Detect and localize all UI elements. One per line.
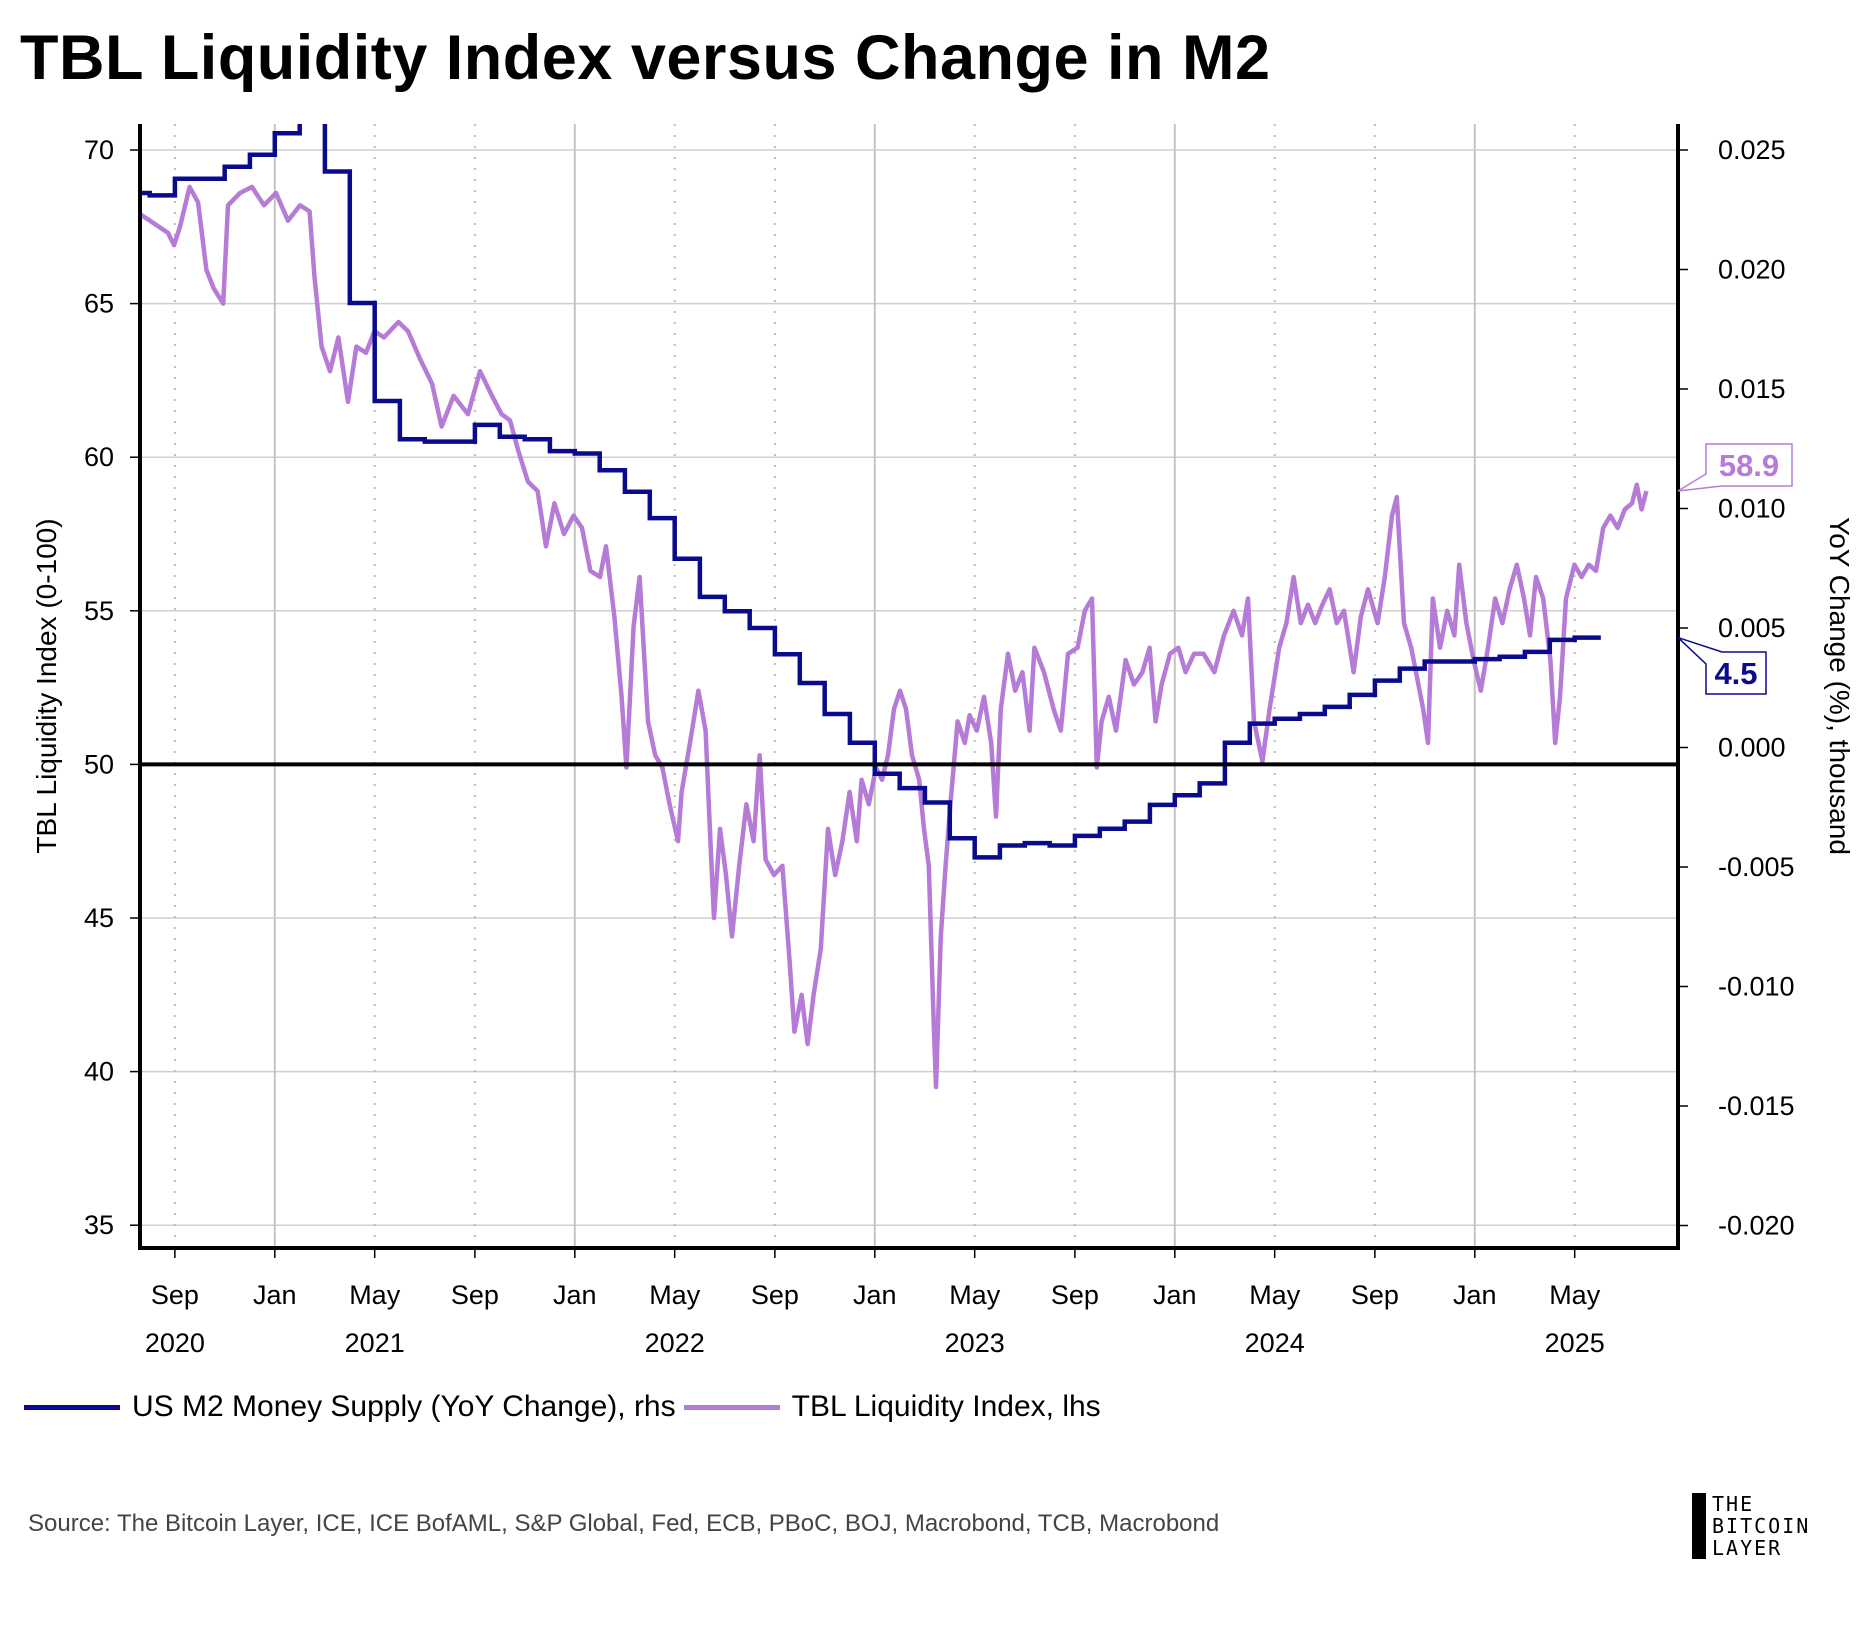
- bitcoin-layer-logo: THE BITCOIN LAYER: [1692, 1493, 1810, 1559]
- tbl-last-value-text: 58.9: [1719, 448, 1779, 483]
- x-tick-label: May: [349, 1280, 401, 1310]
- left-tick-label: 50: [84, 749, 114, 779]
- source-note: Source: The Bitcoin Layer, ICE, ICE BofA…: [28, 1510, 1220, 1537]
- legend-swatch-tbl: [683, 1404, 780, 1410]
- right-tick-label: 0.020: [1718, 255, 1786, 285]
- left-tick-label: 35: [84, 1210, 114, 1240]
- left-tick-label: 65: [84, 289, 114, 319]
- legend: US M2 Money Supply (YoY Change), rhs TBL…: [24, 1390, 1109, 1424]
- logo-line: LAYER: [1712, 1536, 1783, 1560]
- left-tick-label: 55: [84, 596, 114, 626]
- left-axis-title: TBL Liquidity Index (0-100): [31, 518, 62, 853]
- x-year-label: 2023: [945, 1328, 1005, 1358]
- x-tick-label: Jan: [1153, 1280, 1197, 1310]
- x-tick-label: Sep: [751, 1280, 799, 1310]
- x-year-label: 2022: [645, 1328, 705, 1358]
- right-tick-label: -0.020: [1718, 1211, 1795, 1241]
- left-tick-label: 60: [84, 442, 114, 472]
- x-tick-label: Sep: [1351, 1280, 1399, 1310]
- legend-label-tbl: TBL Liquidity Index, lhs: [791, 1390, 1101, 1423]
- x-tick-label: May: [649, 1280, 701, 1310]
- x-year-label: 2024: [1245, 1328, 1305, 1358]
- logo-bar: [1692, 1493, 1706, 1559]
- right-tick-label: -0.005: [1718, 852, 1795, 882]
- logo-line: THE: [1712, 1492, 1755, 1516]
- right-tick-label: 0.025: [1718, 135, 1786, 165]
- x-tick-label: Sep: [451, 1280, 499, 1310]
- tbl-liquidity-index-line: [140, 184, 1649, 1090]
- x-year-label: 2025: [1545, 1328, 1605, 1358]
- tbl-last-value-box: [1677, 443, 1793, 492]
- m2-yoy-step-line: [140, 124, 1601, 860]
- x-year-label: 2020: [145, 1328, 205, 1358]
- legend-label-m2: US M2 Money Supply (YoY Change), rhs: [132, 1390, 676, 1423]
- right-tick-label: -0.010: [1718, 972, 1795, 1002]
- x-tick-label: Jan: [1453, 1280, 1497, 1310]
- x-tick-label: Jan: [253, 1280, 297, 1310]
- tick-labels: 35 40 45 50 55 60 65 70 -0.020 -0.015 -0.010 -0.005…: [84, 135, 1795, 1358]
- m2-last-value-text: 4.5: [1714, 656, 1757, 691]
- legend-item-m2[interactable]: US M2 Money Supply (YoY Change), rhs: [24, 1390, 676, 1424]
- x-tick-label: May: [1249, 1280, 1301, 1310]
- x-tick-label: Sep: [1051, 1280, 1099, 1310]
- left-tick-label: 45: [84, 903, 114, 933]
- gridlines: [140, 124, 1678, 1248]
- x-tick-label: May: [949, 1280, 1001, 1310]
- last-value-callouts: 58.9 4.5: [1677, 443, 1793, 695]
- series-layer: [140, 124, 1678, 1090]
- right-tick-label: 0.000: [1718, 733, 1786, 763]
- axes: [130, 124, 1688, 1258]
- left-tick-label: 70: [84, 135, 114, 165]
- m2-last-value-box: [1677, 636, 1767, 695]
- x-year-label: 2021: [345, 1328, 405, 1358]
- right-tick-label: -0.015: [1718, 1091, 1795, 1121]
- logo-line: BITCOIN: [1712, 1514, 1811, 1538]
- right-tick-label: 0.015: [1718, 374, 1786, 404]
- chart-title: TBL Liquidity Index versus Change in M2: [20, 23, 1271, 93]
- legend-item-tbl[interactable]: TBL Liquidity Index, lhs: [683, 1390, 1101, 1424]
- left-tick-label: 40: [84, 1057, 114, 1087]
- right-axis-title: YoY Change (%), thousand: [1824, 517, 1855, 855]
- x-tick-label: May: [1549, 1280, 1601, 1310]
- x-tick-label: Sep: [151, 1280, 199, 1310]
- right-tick-label: 0.010: [1718, 494, 1786, 524]
- right-tick-label: 0.005: [1718, 613, 1786, 643]
- legend-swatch-m2: [24, 1404, 120, 1410]
- x-tick-label: Jan: [853, 1280, 897, 1310]
- x-tick-label: Jan: [553, 1280, 597, 1310]
